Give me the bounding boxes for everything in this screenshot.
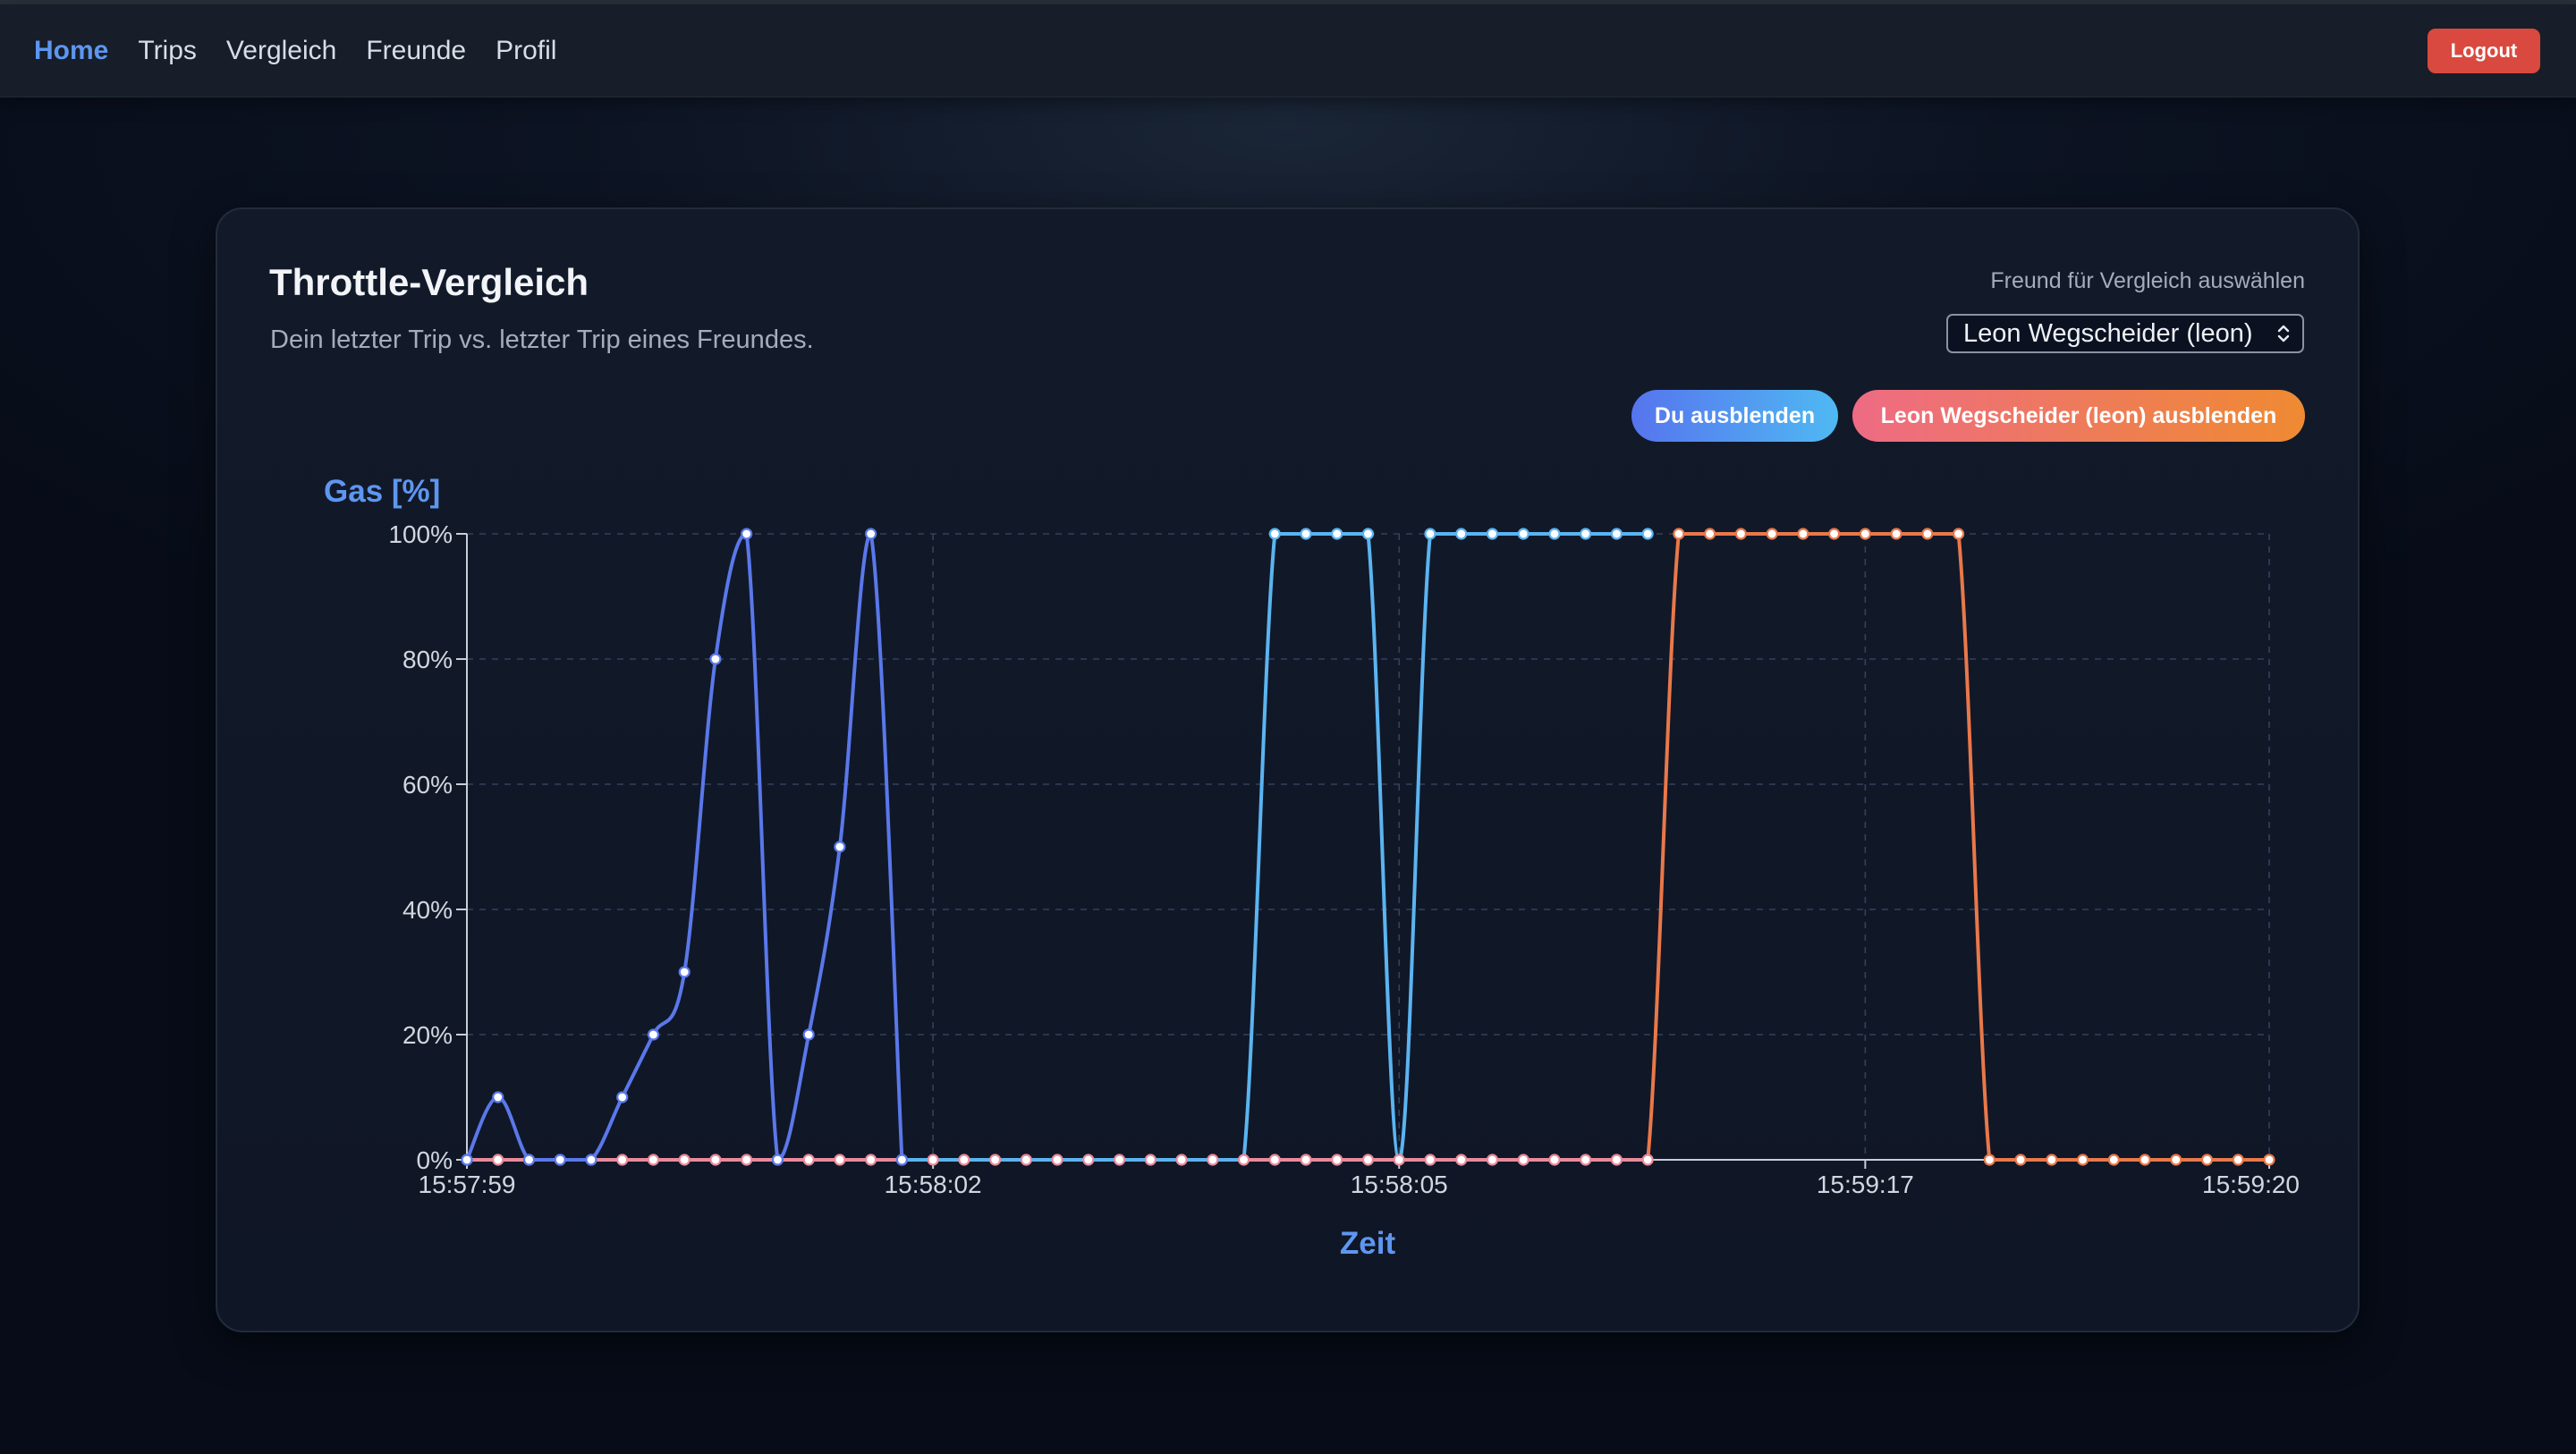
toggle-friend-series-button[interactable]: Leon Wegscheider (leon) ausblenden [1852, 390, 2305, 442]
friend-select[interactable]: Leon Wegscheider (leon) [1946, 314, 2304, 353]
top-navbar: Home Trips Vergleich Freunde Profil Logo… [0, 4, 2576, 97]
friend-select-value: Leon Wegscheider (leon) [1963, 318, 2253, 348]
nav-freunde-link[interactable]: Freunde [366, 35, 467, 65]
nav-links: Home Trips Vergleich Freunde Profil [34, 4, 556, 97]
nav-vergleich-link[interactable]: Vergleich [225, 35, 337, 65]
nav-trips-link[interactable]: Trips [138, 35, 197, 65]
logout-button[interactable]: Logout [2428, 29, 2540, 73]
throttle-comparison-card [216, 207, 2360, 1332]
nav-profil-link[interactable]: Profil [496, 35, 557, 65]
friend-select-label: Freund für Vergleich auswählen [1990, 268, 2305, 293]
window-top-edge [0, 0, 2576, 4]
toggle-my-series-button[interactable]: Du ausblenden [1631, 390, 1838, 442]
chevron-up-down-icon [2277, 325, 2290, 342]
card-subtitle: Dein letzter Trip vs. letzter Trip eines… [270, 325, 814, 354]
nav-home-link[interactable]: Home [34, 35, 109, 65]
card-title: Throttle-Vergleich [269, 261, 589, 303]
